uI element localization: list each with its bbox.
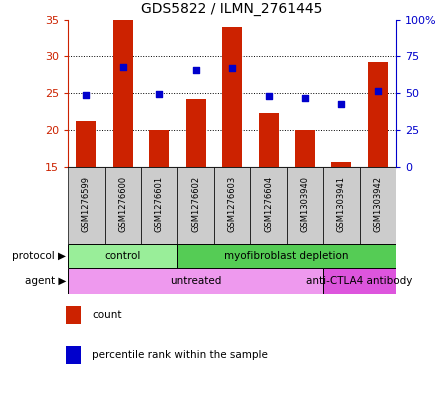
Bar — [222, 27, 242, 167]
Point — [156, 91, 163, 97]
Text: GSM1276603: GSM1276603 — [227, 176, 237, 232]
Bar — [214, 167, 250, 244]
Bar — [323, 268, 396, 294]
Bar — [68, 244, 177, 268]
Bar — [323, 167, 359, 244]
Point — [374, 88, 381, 94]
Text: GSM1276601: GSM1276601 — [155, 176, 164, 232]
Text: percentile rank within the sample: percentile rank within the sample — [92, 350, 268, 360]
Bar — [77, 121, 96, 167]
Text: GSM1303941: GSM1303941 — [337, 176, 346, 232]
Point — [338, 101, 345, 107]
Point — [83, 92, 90, 98]
Point — [229, 64, 236, 71]
Bar — [68, 268, 323, 294]
Point — [119, 64, 126, 70]
Bar — [68, 167, 105, 244]
Text: count: count — [92, 310, 122, 320]
Point — [192, 67, 199, 73]
Bar — [141, 167, 177, 244]
Bar — [295, 130, 315, 167]
Text: myofibroblast depletion: myofibroblast depletion — [224, 251, 349, 261]
Bar — [259, 113, 279, 167]
Bar — [331, 162, 352, 167]
Text: GSM1276600: GSM1276600 — [118, 176, 127, 232]
Bar — [149, 130, 169, 167]
Title: GDS5822 / ILMN_2761445: GDS5822 / ILMN_2761445 — [141, 2, 323, 16]
Text: untreated: untreated — [170, 276, 221, 286]
Bar — [113, 20, 133, 167]
Text: agent ▶: agent ▶ — [25, 276, 66, 286]
Bar — [250, 167, 287, 244]
Bar — [287, 167, 323, 244]
Bar — [177, 244, 396, 268]
Bar — [105, 167, 141, 244]
Text: GSM1276604: GSM1276604 — [264, 176, 273, 232]
Bar — [66, 346, 81, 364]
Text: GSM1303942: GSM1303942 — [373, 176, 382, 232]
Text: GSM1276599: GSM1276599 — [82, 176, 91, 232]
Bar — [359, 167, 396, 244]
Text: anti-CTLA4 antibody: anti-CTLA4 antibody — [306, 276, 413, 286]
Bar — [368, 62, 388, 167]
Text: GSM1303940: GSM1303940 — [301, 176, 309, 232]
Bar — [177, 167, 214, 244]
Text: control: control — [105, 251, 141, 261]
Point — [301, 95, 308, 101]
Text: GSM1276602: GSM1276602 — [191, 176, 200, 232]
Bar — [66, 307, 81, 324]
Bar — [186, 99, 205, 167]
Text: protocol ▶: protocol ▶ — [12, 251, 66, 261]
Point — [265, 92, 272, 99]
